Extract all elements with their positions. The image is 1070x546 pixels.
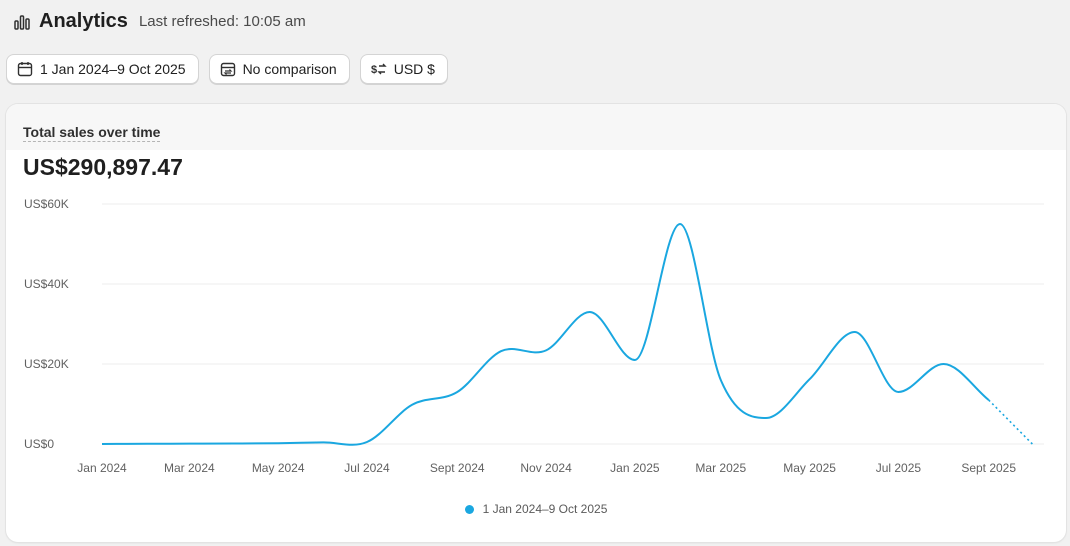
legend-label: 1 Jan 2024–9 Oct 2025 [482,502,608,516]
y-tick-label: US$20K [24,357,69,371]
x-tick-label: May 2024 [252,461,305,475]
chart-legend[interactable]: 1 Jan 2024–9 Oct 2025 [6,502,1066,516]
calendar-icon [17,62,33,77]
filter-bar: 1 Jan 2024–9 Oct 2025 No comparison $ US… [6,54,448,84]
page-header: Analytics Last refreshed: 10:05 am [14,10,306,33]
series-line-projected [988,399,1033,445]
y-tick-label: US$60K [24,197,69,211]
last-refreshed-text: Last refreshed: 10:05 am [138,13,306,30]
card-title[interactable]: Total sales over time [23,124,161,142]
x-tick-label: Jul 2025 [876,461,922,475]
comparison-button[interactable]: No comparison [208,54,350,84]
svg-text:$: $ [371,64,377,76]
card-header [6,104,1066,150]
date-range-label: 1 Jan 2024–9 Oct 2025 [40,61,186,77]
currency-button[interactable]: $ USD $ [359,54,448,84]
x-axis-ticks: Jan 2024 Mar 2024 May 2024 Jul 2024 Sept 202… [77,461,1016,475]
bar-chart-icon [14,14,30,30]
x-tick-label: Sept 2024 [430,461,485,475]
x-tick-label: Mar 2024 [164,461,215,475]
y-axis-ticks: US$0 US$20K US$40K US$60K [24,197,69,451]
calendar-compare-icon [220,62,235,77]
currency-label: USD $ [393,61,435,77]
x-tick-label: Nov 2024 [520,461,572,475]
y-tick-label: US$0 [24,437,54,451]
x-tick-label: Mar 2025 [695,461,746,475]
x-tick-label: Jan 2024 [77,461,127,475]
x-tick-label: May 2025 [783,461,836,475]
total-sales-value: US$290,897.47 [23,154,183,180]
comparison-label: No comparison [242,61,337,77]
x-tick-label: Jan 2025 [610,461,660,475]
x-tick-label: Sept 2025 [961,461,1016,475]
sales-line-chart: US$0 US$20K US$40K US$60K Jan 2024 Mar 2024 M… [24,197,1044,475]
x-tick-label: Jul 2024 [344,461,390,475]
total-sales-card: Total sales over time US$290,897.47 US$0… [6,104,1066,542]
chart-series [101,223,1033,446]
page-title: Analytics [39,10,128,32]
legend-swatch [464,504,474,514]
y-tick-label: US$40K [24,277,69,291]
date-range-button[interactable]: 1 Jan 2024–9 Oct 2025 [6,54,199,84]
currency-exchange-icon: $ [371,63,387,76]
series-line [101,223,990,446]
